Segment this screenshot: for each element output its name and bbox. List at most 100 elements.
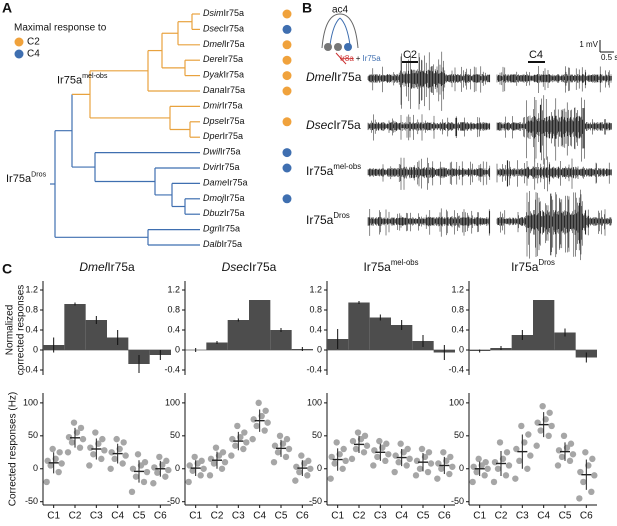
data-point xyxy=(128,488,136,496)
data-point xyxy=(481,472,488,479)
data-point xyxy=(98,455,105,463)
legend-title: Maximal response to xyxy=(14,23,107,34)
superscript: mel-obs xyxy=(82,72,108,80)
cross xyxy=(335,52,347,65)
y-tick-label: 0.8 xyxy=(167,304,180,314)
data-point xyxy=(250,416,257,423)
data-point xyxy=(47,462,54,469)
gene: Ir75a xyxy=(224,116,245,126)
species: Dvir xyxy=(203,162,220,172)
x-tick-label: C3 xyxy=(516,511,529,522)
label: Ir75amel-obs xyxy=(363,258,418,274)
data-point xyxy=(77,424,85,432)
species: Dmoj xyxy=(203,193,225,203)
data-point xyxy=(558,453,566,461)
neuron xyxy=(324,43,332,51)
data-point xyxy=(502,472,510,479)
y-tick-label: 50 xyxy=(312,430,322,440)
y-tick-label: -50 xyxy=(309,496,322,506)
data-point xyxy=(404,445,411,453)
data-point xyxy=(55,468,62,476)
data-point xyxy=(339,465,346,472)
y-tick-label: 0.8 xyxy=(309,304,322,314)
trace xyxy=(367,51,491,111)
y-tick-label: 100 xyxy=(23,397,38,407)
data-point xyxy=(475,455,482,463)
bar xyxy=(227,320,249,350)
y-tick-label: 0 xyxy=(33,463,38,473)
x-tick-label: C3 xyxy=(90,511,103,522)
response-dot xyxy=(282,194,292,204)
data-point xyxy=(79,435,87,443)
data-point xyxy=(119,460,126,467)
species: Dgri xyxy=(203,224,221,234)
y-tick-label: 0 xyxy=(459,463,464,473)
data-point xyxy=(189,467,196,474)
construct: Ir8a + Ir75a xyxy=(340,54,381,63)
gene: Ir75a xyxy=(227,178,248,188)
gene: Ir75a xyxy=(219,162,240,172)
label: Ir75amel-obs xyxy=(306,162,361,178)
data-point xyxy=(473,468,480,476)
x-tick-label: C1 xyxy=(473,511,486,522)
data-point xyxy=(370,462,377,469)
data-point xyxy=(539,402,546,410)
data-point xyxy=(482,458,489,466)
label: DsecIr75a xyxy=(306,118,361,132)
superscript: Dros xyxy=(333,211,350,220)
scale-label: 1 mV xyxy=(579,40,598,49)
data-point xyxy=(113,435,120,443)
y-axis-label: Corrected responses (Hz) xyxy=(8,392,19,506)
data-point xyxy=(418,445,426,453)
x-tick-label: C1 xyxy=(189,511,202,522)
data-point xyxy=(580,478,587,486)
data-point xyxy=(285,445,293,453)
data-point xyxy=(591,472,598,479)
y-tick-label: -0.4 xyxy=(448,364,464,374)
stimulus-label: C4 xyxy=(529,49,543,61)
label: DbuzIr75a xyxy=(203,209,245,219)
data-point xyxy=(412,472,420,479)
response-dot xyxy=(282,40,292,50)
superscript: Dros xyxy=(538,258,555,267)
gene: Ir75a xyxy=(363,260,391,274)
species: Dana xyxy=(203,85,225,95)
x-tick-label: C4 xyxy=(537,511,550,522)
data-point xyxy=(555,447,563,454)
bar xyxy=(554,332,576,350)
data-point xyxy=(49,445,56,453)
data-point xyxy=(198,457,205,465)
data-point xyxy=(331,460,338,467)
trace xyxy=(496,66,612,93)
data-point xyxy=(406,455,413,463)
data-point xyxy=(503,449,511,456)
y-tick-label: -50 xyxy=(167,496,180,506)
y-tick-label: 50 xyxy=(28,430,38,440)
data-point xyxy=(361,432,369,440)
data-point xyxy=(58,460,65,467)
x-tick-label: C5 xyxy=(133,511,146,522)
data-point xyxy=(56,449,63,456)
data-point xyxy=(342,457,349,465)
gene: Ir75a xyxy=(223,132,244,142)
data-point xyxy=(163,457,170,465)
y-tick-label: -0.4 xyxy=(306,364,322,374)
response-dot xyxy=(282,163,292,173)
y-tick-label: -0.4 xyxy=(22,364,38,374)
gene: Ir75a xyxy=(220,147,241,157)
x-tick-label: C3 xyxy=(374,511,387,522)
data-point xyxy=(207,455,215,463)
data-point xyxy=(271,442,279,449)
data-point xyxy=(134,451,142,458)
data-point xyxy=(363,442,371,449)
data-point xyxy=(298,452,305,459)
label: DsecIr75a xyxy=(222,260,277,274)
label: DanaIr75a xyxy=(203,85,245,95)
bar xyxy=(249,300,271,350)
label: DperIr75a xyxy=(203,132,243,142)
y-tick-label: 50 xyxy=(170,430,180,440)
dendrite xyxy=(329,17,351,46)
response-dot xyxy=(282,86,292,96)
y-tick-label: 0 xyxy=(175,344,180,354)
data-point xyxy=(140,478,148,486)
